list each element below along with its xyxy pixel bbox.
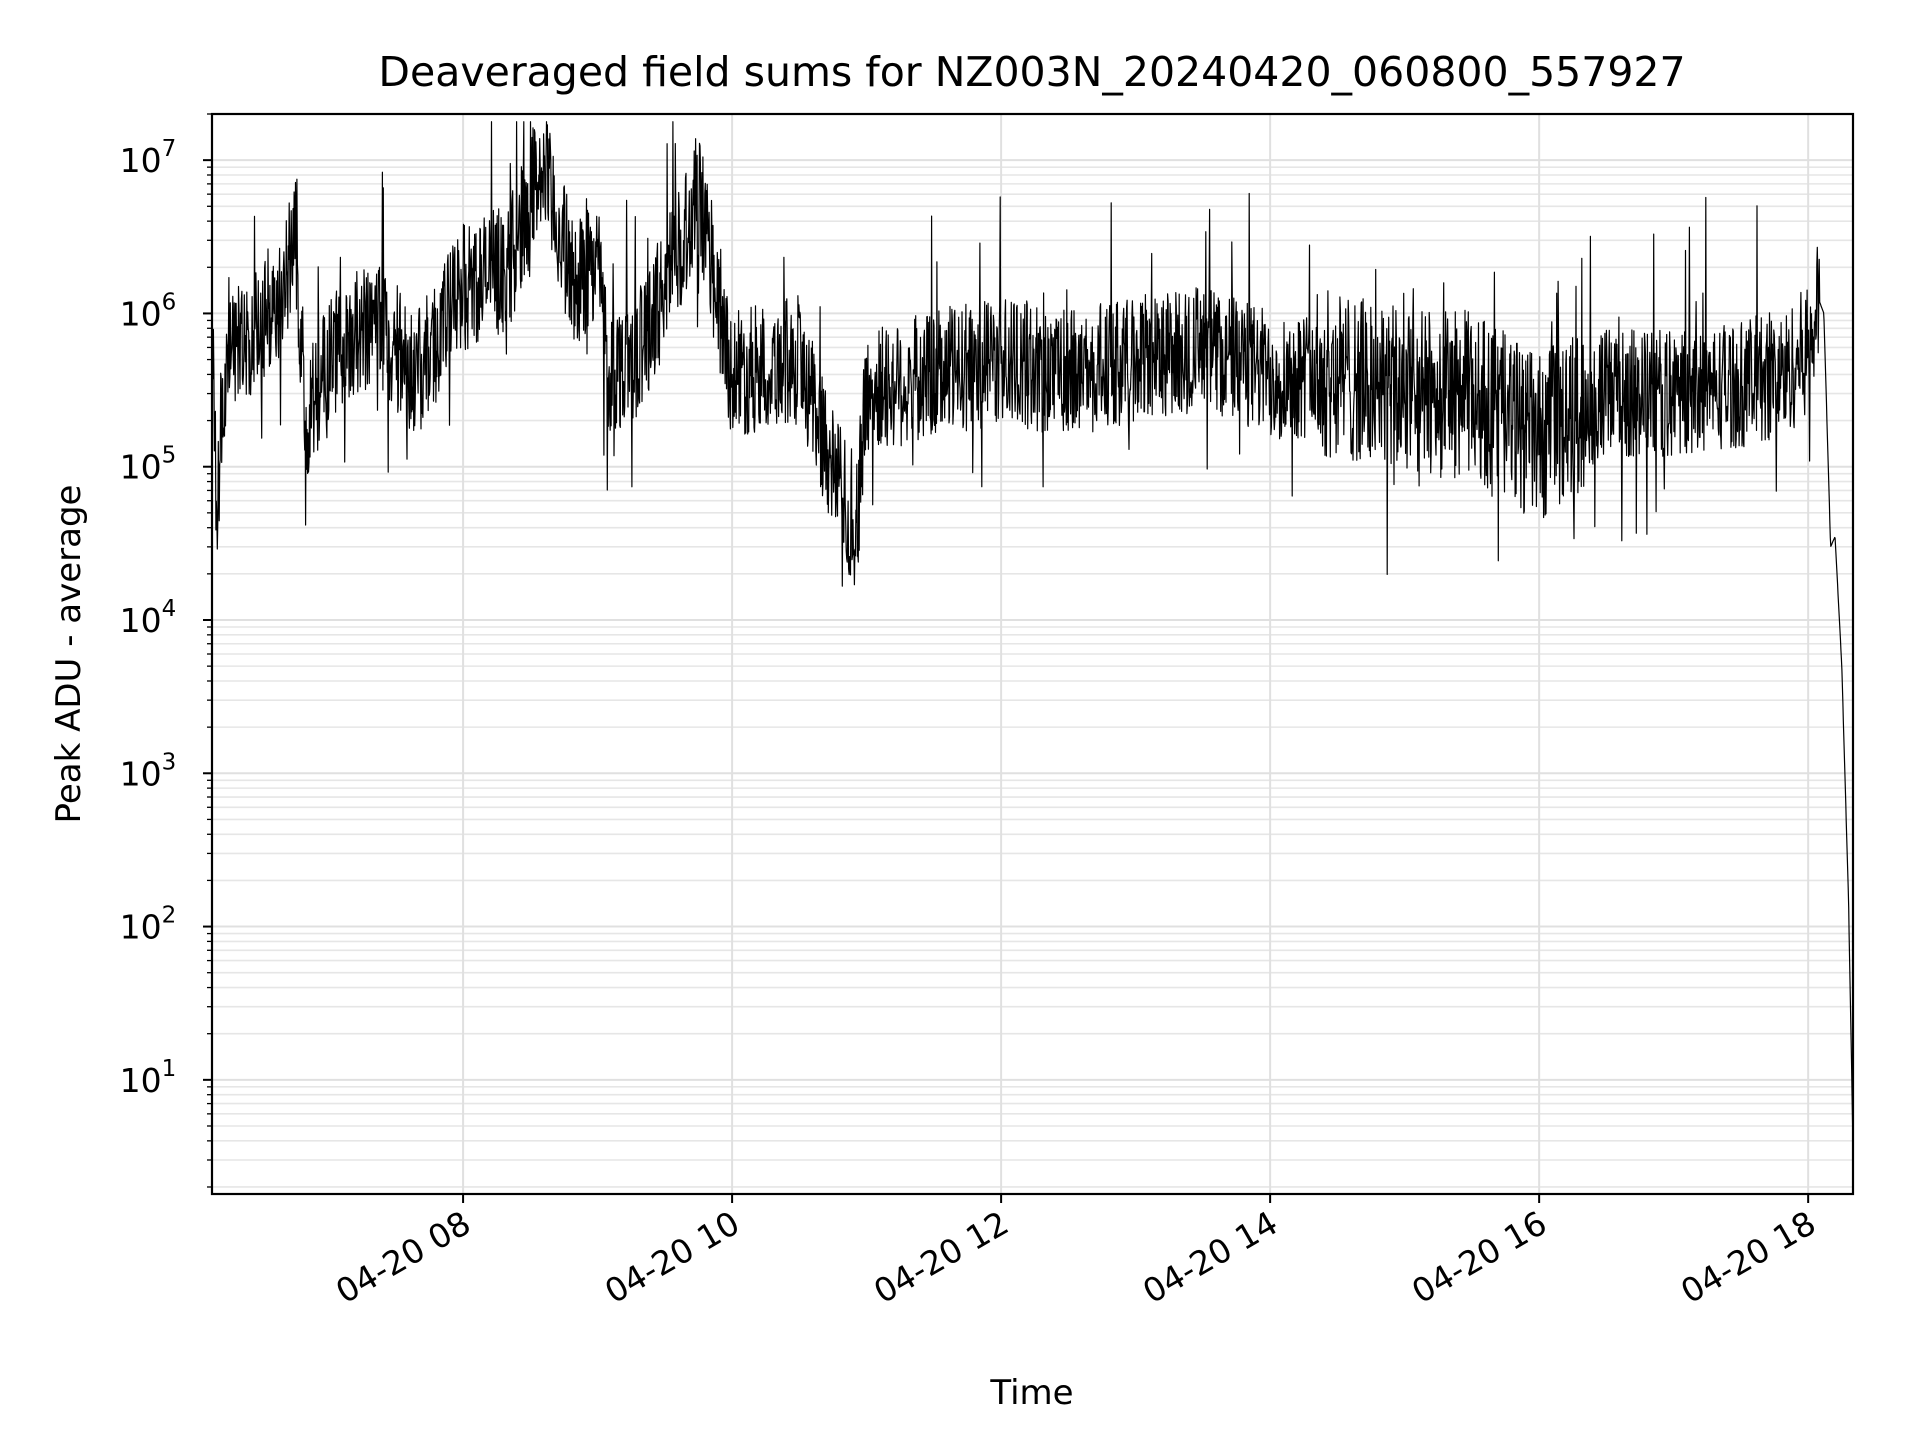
y-tick-label-exponent: 3 [162, 749, 177, 775]
x-axis-label: Time [989, 1373, 1073, 1413]
y-tick-label: 101 [120, 1056, 177, 1100]
y-tick-label-base: 10 [120, 908, 162, 947]
y-tick-label-base: 10 [120, 1061, 162, 1100]
y-tick-label-exponent: 4 [162, 596, 177, 622]
y-tick-label-base: 10 [120, 754, 162, 793]
grid-layer [212, 113, 1853, 1194]
y-tick-label-base: 10 [120, 601, 162, 640]
y-tick-label: 105 [120, 443, 177, 487]
y-tick-label: 106 [120, 289, 177, 333]
y-tick-label: 107 [120, 136, 177, 180]
y-tick-label-exponent: 7 [162, 136, 177, 162]
y-tick-label-base: 10 [120, 141, 162, 180]
y-tick-label: 104 [120, 596, 177, 640]
y-tick-label-exponent: 1 [162, 1056, 177, 1082]
y-tick-label-exponent: 5 [162, 443, 177, 469]
y-tick-label: 103 [120, 749, 177, 793]
series-layer [212, 121, 1853, 1147]
y-tick-label-exponent: 2 [162, 903, 177, 929]
y-axis-label: Peak ADU - average [49, 485, 89, 824]
chart-title: Deaveraged field sums for NZ003N_2024042… [378, 48, 1685, 96]
y-tick-label: 102 [120, 903, 177, 947]
y-tick-label-exponent: 6 [162, 289, 177, 315]
data-series-line [212, 121, 1853, 1147]
y-tick-label-base: 10 [120, 448, 162, 487]
y-tick-label-base: 10 [120, 294, 162, 333]
